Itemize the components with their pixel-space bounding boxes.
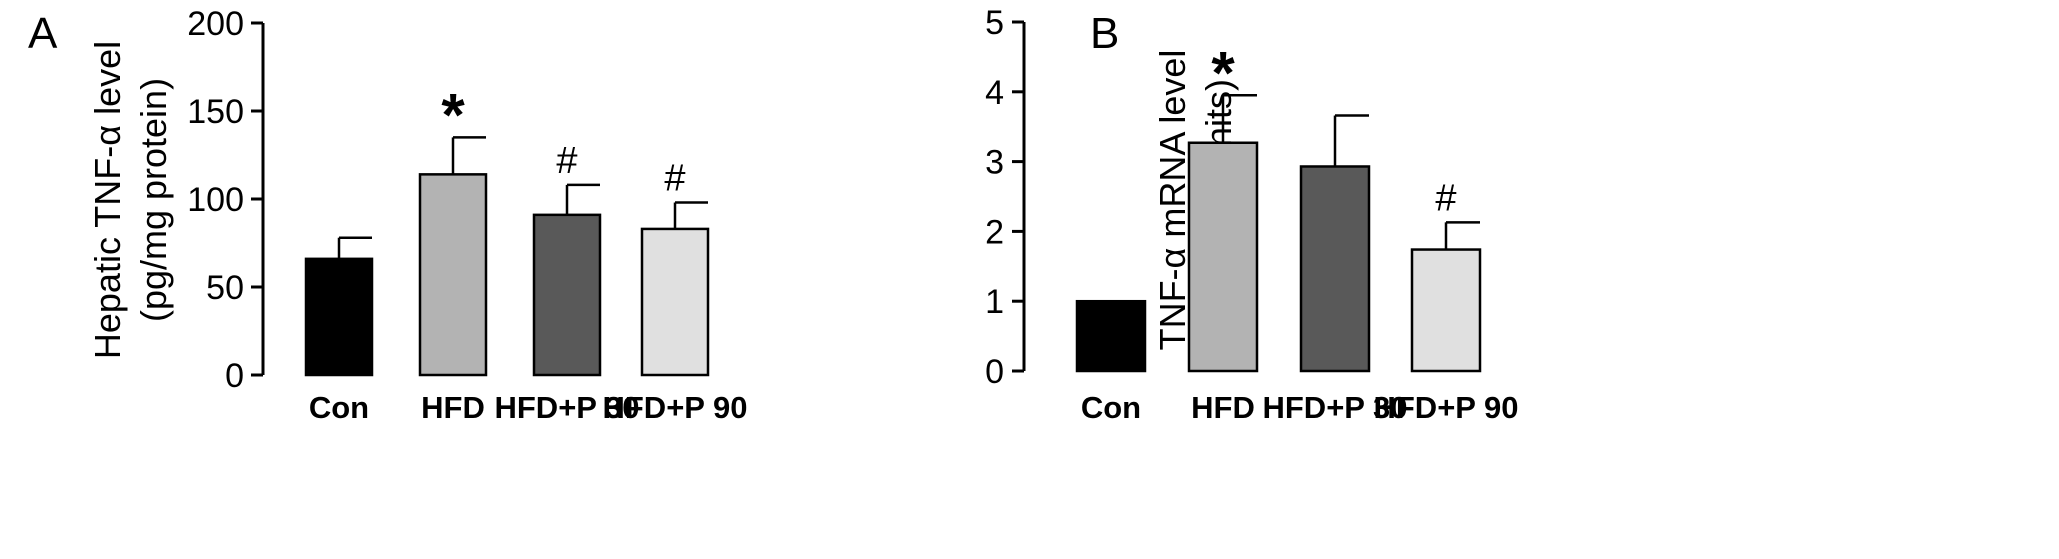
panel-b-y-tick-label-5: 5 — [985, 4, 1004, 42]
panel-b-bar-1 — [1187, 141, 1259, 373]
panel-a-y-tick-label-2: 100 — [187, 181, 244, 219]
panel-a-chart: A Hepatic TNF-α level (pg/mg protein) 0 5… — [28, 5, 748, 425]
panel-b-category-label-2: HFD+P 30 — [1262, 390, 1407, 425]
panel-b-y-tick-label-2: 2 — [985, 213, 1004, 251]
panel-a-category-label-3: HFD+P 90 — [602, 390, 747, 425]
panel-b-bar-0 — [1075, 299, 1147, 373]
panel-a-category-label-2: HFD+P 30 — [494, 390, 639, 425]
panel-a-y-tick-label-4: 200 — [187, 5, 244, 43]
panel-a-ylabel-line2: (pg/mg protein) — [133, 78, 174, 322]
panel-a-y-tick-label-1: 50 — [206, 269, 244, 307]
panel-b-y-tick-label-0: 0 — [985, 353, 1004, 391]
panel-a-y-axis-title: Hepatic TNF-α level (pg/mg protein) — [87, 41, 174, 359]
panel-b-significance-1: * — [1211, 39, 1235, 106]
panel-a-ylabel-line1: Hepatic TNF-α level — [87, 41, 128, 359]
panel-a-bar-3 — [640, 227, 710, 377]
panel-a-y-tick-label-0: 0 — [225, 357, 244, 395]
panel-b-y-tick-label-1: 1 — [985, 283, 1004, 321]
panel-b-ylabel-line1: TNF-α mRNA level — [1152, 50, 1193, 351]
panel-a-letter: A — [28, 9, 58, 58]
panel-b-bar-3 — [1410, 248, 1482, 373]
panel-a-bar-1 — [418, 173, 488, 377]
panel-b-category-label-0: Con — [1081, 390, 1141, 425]
panel-a-significance-1: * — [441, 81, 465, 148]
panel-a-bar-2 — [532, 213, 602, 377]
panel-a-significance-3: # — [664, 158, 685, 200]
panel-b-category-label-3: HFD+P 90 — [1373, 390, 1518, 425]
panel-b-significance-3: # — [1435, 177, 1456, 219]
panel-b-bar-2 — [1299, 165, 1371, 373]
panel-b-letter: B — [1090, 9, 1119, 58]
panel-b-chart: B TNF-α mRNA level (arbitrary units) 012… — [985, 4, 1518, 425]
panel-a-category-label-1: HFD — [421, 390, 485, 425]
panel-b-y-tick-label-3: 3 — [985, 144, 1004, 182]
panel-a-y-tick-label-3: 150 — [187, 93, 244, 131]
panel-b-y-tick-label-4: 4 — [985, 74, 1004, 112]
panel-a-category-label-0: Con — [309, 390, 369, 425]
panel-a-bar-0 — [304, 257, 374, 377]
panel-a-significance-2: # — [556, 140, 577, 182]
panel-b-category-label-1: HFD — [1191, 390, 1255, 425]
